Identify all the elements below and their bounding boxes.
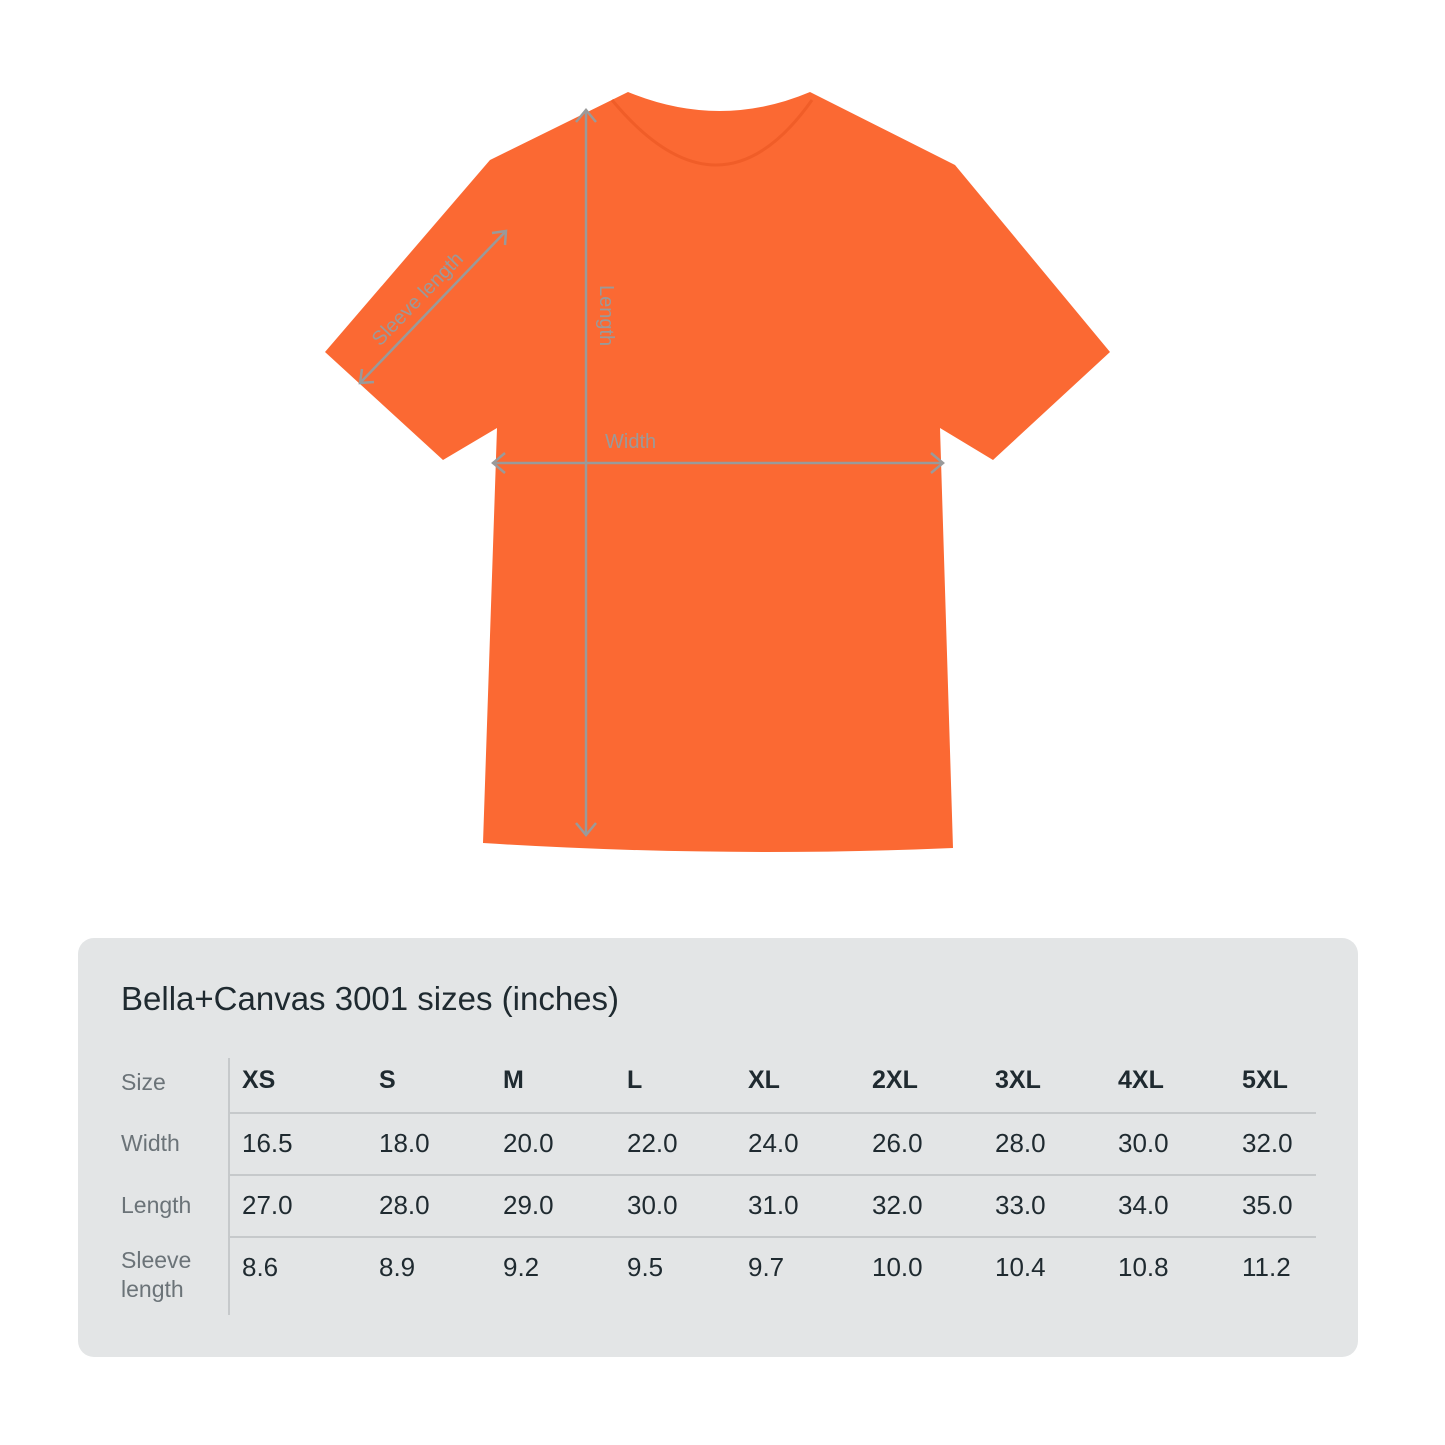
table-cell: 20.0 — [503, 1128, 554, 1158]
width-label: Width — [605, 431, 656, 453]
size-chart-card: Bella+Canvas 3001 sizes (inches) Size XS… — [78, 938, 1358, 1357]
size-header: 5XL — [1242, 1066, 1288, 1094]
table-cell: 9.7 — [748, 1252, 785, 1282]
length-label: Length — [595, 285, 617, 346]
table-cell: 18.0 — [379, 1128, 430, 1158]
size-header: 3XL — [995, 1066, 1041, 1094]
table-cell: 9.5 — [627, 1252, 664, 1282]
tshirt-diagram: Length Width Sleeve length — [325, 92, 1110, 852]
size-header-label: Size — [121, 1069, 166, 1095]
row-label: Sleeve length — [121, 1247, 192, 1302]
table-cell: 31.0 — [748, 1190, 799, 1220]
divider — [228, 1112, 1316, 1114]
size-header: XS — [242, 1066, 276, 1094]
tshirt-collar — [610, 99, 814, 167]
table-cell: 26.0 — [872, 1128, 923, 1158]
size-chart-title: Bella+Canvas 3001 sizes (inches) — [121, 980, 620, 1017]
table-cell: 27.0 — [242, 1190, 293, 1220]
tshirt-body — [325, 92, 1110, 852]
table-cell: 32.0 — [872, 1190, 923, 1220]
table-cell: 10.4 — [995, 1252, 1046, 1282]
table-cell: 28.0 — [379, 1190, 430, 1220]
measurement-arrows — [358, 108, 945, 837]
size-header: S — [379, 1066, 396, 1094]
size-header: M — [503, 1066, 524, 1094]
size-header: XL — [748, 1066, 780, 1094]
table-cell: 30.0 — [1118, 1128, 1169, 1158]
table-cell: 33.0 — [995, 1190, 1046, 1220]
divider — [228, 1058, 230, 1315]
size-header: L — [627, 1066, 643, 1094]
table-cell: 22.0 — [627, 1128, 678, 1158]
divider — [228, 1236, 1316, 1238]
row-label: Length — [121, 1192, 192, 1218]
table-cell: 30.0 — [627, 1190, 678, 1220]
table-cell: 9.2 — [503, 1252, 540, 1282]
table-cell: 34.0 — [1118, 1190, 1169, 1220]
table-cell: 8.9 — [379, 1252, 416, 1282]
size-header: 2XL — [872, 1066, 918, 1094]
table-cell: 35.0 — [1242, 1190, 1293, 1220]
size-header: 4XL — [1118, 1066, 1164, 1094]
table-cell: 28.0 — [995, 1128, 1046, 1158]
table-cell: 10.0 — [872, 1252, 923, 1282]
divider — [228, 1174, 1316, 1176]
row-label: Width — [121, 1130, 180, 1156]
table-cell: 29.0 — [503, 1190, 554, 1220]
table-cell: 32.0 — [1242, 1128, 1293, 1158]
table-cell: 16.5 — [242, 1128, 293, 1158]
table-cell: 8.6 — [242, 1252, 279, 1282]
table-cell: 24.0 — [748, 1128, 799, 1158]
table-cell: 10.8 — [1118, 1252, 1169, 1282]
table-cell: 11.2 — [1242, 1252, 1291, 1282]
